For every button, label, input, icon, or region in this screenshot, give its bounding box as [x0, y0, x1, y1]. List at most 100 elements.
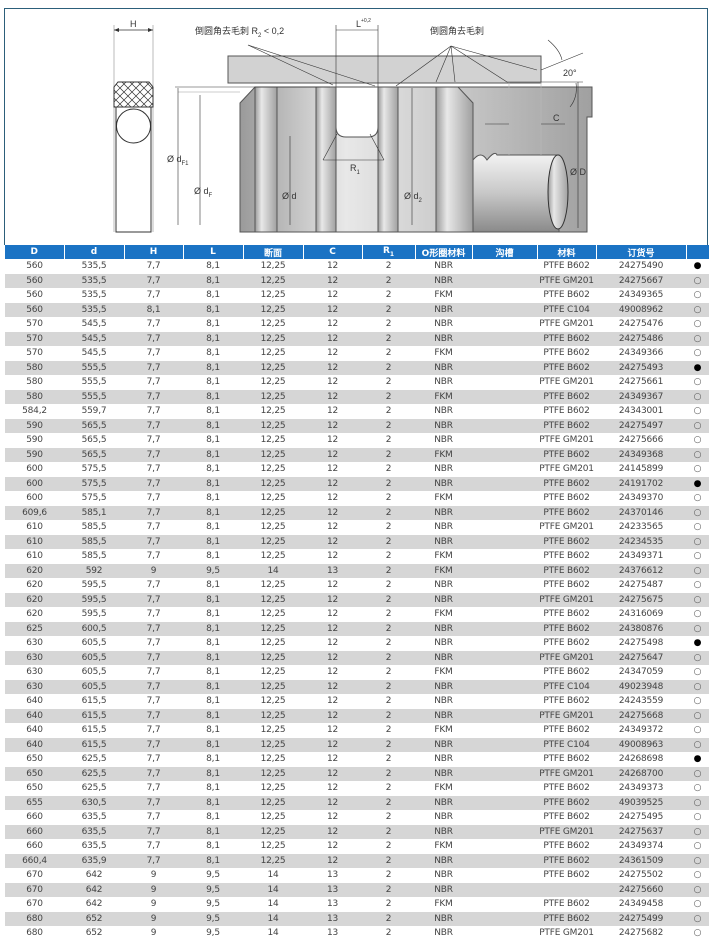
cell-D: 590 [5, 447, 64, 462]
open-circle-icon: ○ [686, 839, 709, 854]
cell-L: 8,1 [183, 810, 243, 825]
cell-C: 12 [303, 781, 362, 796]
cell-groove [472, 665, 537, 680]
cell-L: 8,1 [183, 389, 243, 404]
cell-D: 660 [5, 839, 64, 854]
cell-R1: 2 [362, 694, 415, 709]
cell-L: 8,1 [183, 824, 243, 839]
cell-R1: 2 [362, 607, 415, 622]
open-circle-icon: ○ [686, 404, 709, 419]
cell-section: 12,25 [243, 520, 303, 535]
open-circle-icon: ○ [686, 694, 709, 709]
open-circle-icon: ○ [686, 679, 709, 694]
cell-H: 7,7 [124, 375, 183, 390]
cell-d: 559,7 [64, 404, 124, 419]
cell-oring-material: NBR [415, 853, 472, 868]
cell-H: 7,7 [124, 810, 183, 825]
table-row: 610 585,5 7,7 8,1 12,25 12 2 FKM PTFE B602 243493… [5, 549, 709, 564]
cell-L: 8,1 [183, 505, 243, 520]
label-H: H [130, 19, 137, 29]
leader-lines [175, 25, 584, 228]
cell-D: 560 [5, 302, 64, 317]
cell-H: 7,7 [124, 650, 183, 665]
cell-groove [472, 911, 537, 926]
cell-section: 12,25 [243, 723, 303, 738]
cell-order-number: 24349372 [596, 723, 686, 738]
open-circle-icon: ○ [686, 592, 709, 607]
cell-R1: 2 [362, 839, 415, 854]
open-circle-icon: ○ [686, 868, 709, 883]
seal-profile [113, 25, 154, 233]
open-circle-icon: ○ [686, 389, 709, 404]
cell-material: PTFE B602 [537, 911, 596, 926]
cell-groove [472, 607, 537, 622]
cell-order-number: 49039525 [596, 795, 686, 810]
cell-C: 12 [303, 795, 362, 810]
cell-oring-material: NBR [415, 592, 472, 607]
cell-R1: 2 [362, 592, 415, 607]
cell-D: 620 [5, 563, 64, 578]
cell-order-number: 24275476 [596, 317, 686, 332]
open-circle-icon: ○ [686, 375, 709, 390]
open-circle-icon: ○ [686, 781, 709, 796]
cell-d: 545,5 [64, 346, 124, 361]
cell-D: 600 [5, 462, 64, 477]
cell-H: 7,7 [124, 273, 183, 288]
cell-section: 12,25 [243, 302, 303, 317]
cell-groove [472, 462, 537, 477]
cell-groove [472, 302, 537, 317]
cell-R1: 2 [362, 882, 415, 897]
cell-material: PTFE B602 [537, 795, 596, 810]
cell-C: 12 [303, 737, 362, 752]
cell-material: PTFE B602 [537, 505, 596, 520]
label-R1: R1 [350, 163, 361, 176]
cell-groove [472, 897, 537, 912]
cell-order-number: 24343001 [596, 404, 686, 419]
open-circle-icon: ○ [686, 882, 709, 897]
cell-D: 640 [5, 723, 64, 738]
table-row: 600 575,5 7,7 8,1 12,25 12 2 NBR PTFE GM201 24145… [5, 462, 709, 477]
cell-H: 7,7 [124, 462, 183, 477]
cell-L: 8,1 [183, 404, 243, 419]
label-dF1: Ø dF1 [167, 154, 189, 167]
cell-material: PTFE B602 [537, 389, 596, 404]
cell-C: 12 [303, 302, 362, 317]
cell-groove [472, 882, 537, 897]
table-row: 670 642 9 9,5 14 13 2 NBR 24275660 ○ [5, 882, 709, 897]
cell-section: 12,25 [243, 578, 303, 593]
cell-L: 8,1 [183, 737, 243, 752]
cell-H: 7,7 [124, 737, 183, 752]
table-row: 640 615,5 7,7 8,1 12,25 12 2 FKM PTFE B602 243493… [5, 723, 709, 738]
cell-L: 8,1 [183, 447, 243, 462]
column-header-availability [686, 245, 709, 259]
cell-H: 8,1 [124, 302, 183, 317]
cell-d: 642 [64, 897, 124, 912]
open-circle-icon: ○ [686, 795, 709, 810]
open-circle-icon: ○ [686, 650, 709, 665]
cell-d: 575,5 [64, 476, 124, 491]
label-L: L+0,2 [356, 18, 371, 29]
cell-material: PTFE B602 [537, 418, 596, 433]
cell-oring-material: NBR [415, 766, 472, 781]
filled-circle-icon: ● [686, 752, 709, 767]
cell-groove [472, 534, 537, 549]
cell-section: 12,25 [243, 433, 303, 448]
cell-oring-material: NBR [415, 505, 472, 520]
cell-C: 12 [303, 810, 362, 825]
cell-material: PTFE GM201 [537, 433, 596, 448]
cell-section: 12,25 [243, 288, 303, 303]
cell-d: 625,5 [64, 766, 124, 781]
cell-H: 7,7 [124, 621, 183, 636]
cell-D: 580 [5, 360, 64, 375]
cell-groove [472, 418, 537, 433]
cell-C: 12 [303, 592, 362, 607]
cell-R1: 2 [362, 868, 415, 883]
cell-C: 13 [303, 882, 362, 897]
cell-d: 605,5 [64, 636, 124, 651]
cell-material: PTFE B602 [537, 839, 596, 854]
table-row: 600 575,5 7,7 8,1 12,25 12 2 NBR PTFE B602 241917… [5, 476, 709, 491]
cell-D: 680 [5, 926, 64, 941]
cell-L: 9,5 [183, 882, 243, 897]
